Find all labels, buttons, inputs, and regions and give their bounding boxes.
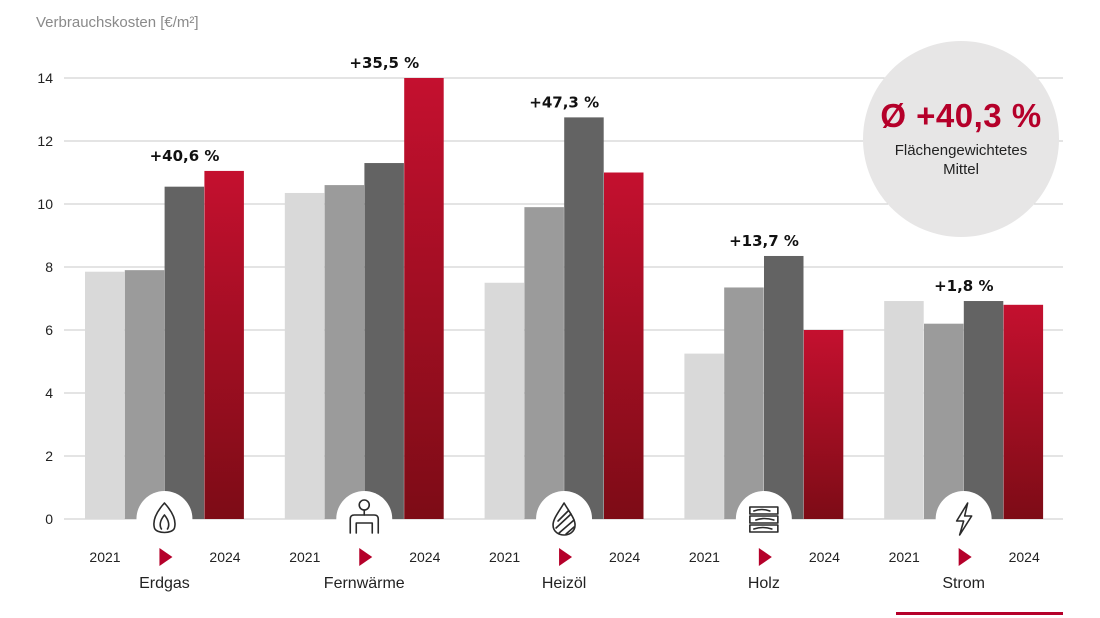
year-start-label: 2021: [889, 549, 920, 565]
bottom-accent-rule: [896, 612, 1063, 615]
bar: [85, 271, 125, 519]
heat-pipe-icon: [349, 499, 380, 534]
bar: [484, 282, 525, 519]
lightning-icon: [955, 502, 973, 536]
y-tick-label: 4: [45, 385, 53, 401]
bar: [524, 207, 564, 519]
bar: [324, 185, 365, 519]
y-tick-label: 8: [45, 259, 53, 275]
bar: [684, 353, 724, 519]
category-label: Strom: [942, 575, 985, 592]
icon-circle: [536, 491, 593, 547]
year-start-label: 2021: [289, 549, 320, 565]
flame-icon: [153, 502, 176, 534]
bar: [124, 270, 165, 519]
change-label: +40,6 %: [150, 147, 220, 165]
arrow-marker-icon: [559, 548, 573, 566]
change-label: +47,3 %: [529, 93, 599, 111]
year-start-label: 2021: [89, 549, 120, 565]
category-label: Erdgas: [139, 575, 190, 592]
change-label: +13,7 %: [729, 232, 799, 250]
bar: [564, 117, 604, 519]
year-start-label: 2021: [489, 549, 520, 565]
year-start-label: 2021: [689, 549, 720, 565]
bar: [204, 170, 244, 520]
wood-icon: [749, 506, 779, 533]
year-end-label: 2024: [609, 549, 640, 565]
arrow-marker-icon: [359, 548, 373, 566]
year-end-label: 2024: [809, 549, 840, 565]
bar: [364, 163, 404, 520]
arrow-marker-icon: [958, 548, 972, 566]
change-label: +1,8 %: [934, 277, 993, 295]
year-end-label: 2024: [1009, 549, 1040, 565]
average-label: Flächengewichtetes Mittel: [894, 142, 1028, 178]
year-end-label: 2024: [409, 549, 440, 565]
bar: [924, 323, 964, 519]
average-value: Ø +40,3 %: [880, 97, 1042, 134]
arrow-marker-icon: [159, 548, 173, 566]
oil-drop-icon: [552, 502, 576, 536]
bar: [884, 301, 924, 519]
y-tick-label: 14: [37, 70, 53, 86]
bar: [284, 192, 325, 519]
bar: [724, 287, 764, 519]
category-label: Fernwärme: [324, 575, 405, 592]
category-label: Heizöl: [542, 575, 586, 592]
y-tick-label: 2: [45, 448, 53, 464]
y-tick-label: 0: [45, 511, 53, 527]
y-tick-label: 6: [45, 322, 53, 338]
change-label: +35,5 %: [349, 54, 419, 72]
icon-circle: [935, 491, 992, 547]
icon-circle: [136, 491, 193, 547]
bar: [1003, 304, 1044, 519]
bar: [764, 255, 804, 519]
bar: [404, 78, 444, 519]
bar: [604, 172, 644, 519]
category-label: Holz: [748, 575, 780, 592]
bar: [963, 301, 1004, 519]
y-tick-label: 12: [37, 133, 53, 149]
arrow-marker-icon: [758, 548, 772, 566]
bar: [164, 186, 205, 520]
average-badge: Ø +40,3 % Flächengewichtetes Mittel: [863, 41, 1059, 237]
y-tick-label: 10: [37, 196, 53, 212]
bar: [803, 330, 844, 519]
year-end-label: 2024: [209, 549, 240, 565]
y-axis-label: Verbrauchskosten [€/m²]: [36, 14, 199, 31]
